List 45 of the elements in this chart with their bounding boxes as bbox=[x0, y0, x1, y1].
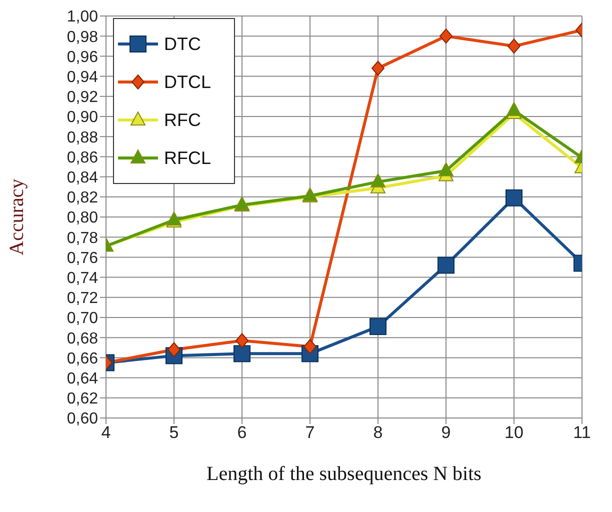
y-tick-label: 0,98 bbox=[66, 28, 98, 46]
y-tick-label: 0,70 bbox=[66, 310, 98, 328]
legend-label: RFC bbox=[164, 109, 201, 132]
point bbox=[438, 162, 454, 176]
point bbox=[304, 339, 316, 354]
x-tick-label: 8 bbox=[373, 423, 383, 442]
y-tick-label: 0,80 bbox=[66, 210, 98, 227]
point bbox=[506, 189, 522, 206]
x-tick-label: 11 bbox=[573, 423, 591, 442]
point bbox=[168, 342, 180, 358]
x-tick-label: 5 bbox=[169, 423, 179, 442]
point bbox=[506, 102, 522, 116]
y-tick-label: 0,86 bbox=[66, 149, 98, 166]
x-tick-label: 6 bbox=[237, 423, 247, 442]
x-tick-label: 10 bbox=[504, 423, 524, 442]
y-tick-label: 0,60 bbox=[66, 410, 98, 428]
point bbox=[370, 318, 386, 336]
y-tick-label: 0,62 bbox=[66, 390, 98, 408]
point bbox=[234, 345, 250, 362]
y-tick-label: 0,78 bbox=[66, 230, 98, 247]
y-tick-label: 0,72 bbox=[66, 290, 98, 308]
point bbox=[370, 173, 386, 188]
y-tick-label: 0,84 bbox=[66, 169, 98, 186]
y-tick-label: 0,96 bbox=[66, 48, 98, 66]
legend-label: DTCL bbox=[164, 71, 212, 94]
x-tick-label: 9 bbox=[441, 423, 451, 442]
y-tick-label: 0,90 bbox=[66, 109, 98, 126]
y-tick-label: 0,74 bbox=[66, 270, 98, 287]
y-axis-title: Accuracy bbox=[6, 178, 28, 256]
y-tick-label: 0,64 bbox=[66, 370, 98, 388]
y-tick-label: 0,82 bbox=[66, 190, 98, 207]
y-tick-label: 1,00 bbox=[66, 8, 98, 26]
x-axis-title: Length of the subsequences N bits bbox=[206, 463, 482, 485]
y-tick-label: 0,76 bbox=[66, 250, 98, 267]
x-tick-label: 4 bbox=[101, 423, 111, 442]
y-tick-label: 0,94 bbox=[66, 68, 98, 86]
x-tick-label: 7 bbox=[305, 423, 315, 442]
legend-label: DTC bbox=[164, 33, 201, 56]
y-tick-label: 0,88 bbox=[66, 129, 98, 146]
point bbox=[438, 256, 454, 274]
y-tick-label: 0,66 bbox=[66, 350, 98, 368]
legend-label: RFCL bbox=[164, 147, 212, 170]
point bbox=[236, 333, 248, 348]
y-tick-label: 0,92 bbox=[66, 89, 98, 106]
y-tick-label: 0,68 bbox=[66, 330, 98, 348]
